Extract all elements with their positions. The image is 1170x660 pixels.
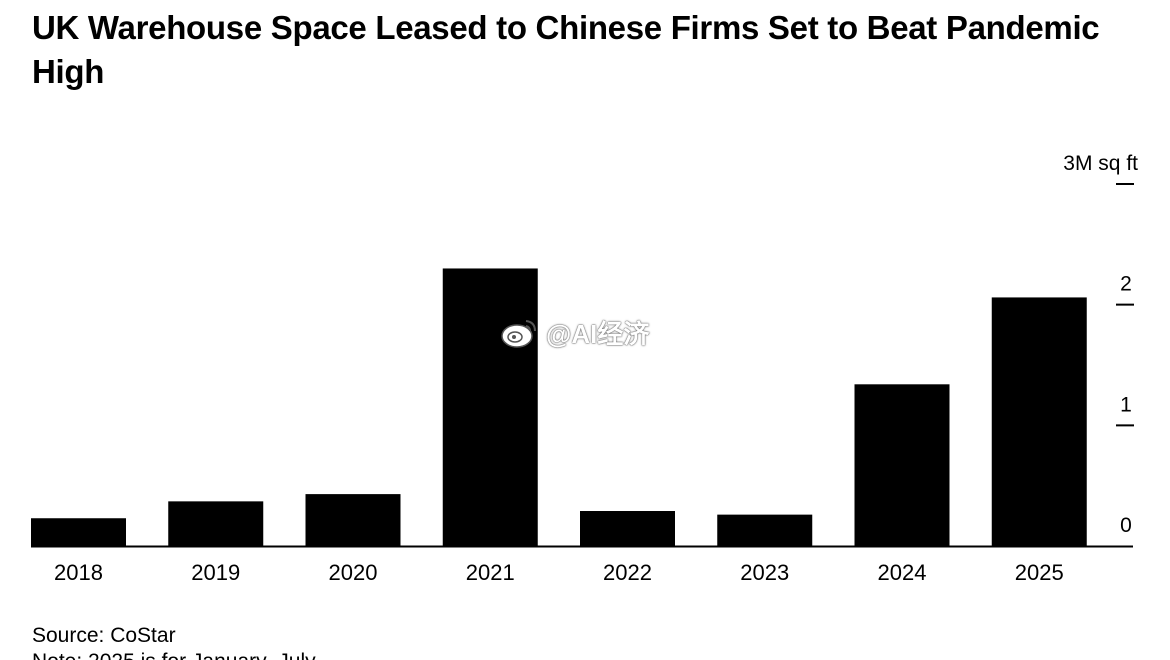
source-note: Source: CoStar xyxy=(32,624,176,647)
x-tick-label-2023: 2023 xyxy=(740,560,789,585)
bar-2024 xyxy=(854,384,950,546)
y-tick-label-0: 0 xyxy=(1120,514,1132,537)
y-tick-label-2: 2 xyxy=(1120,273,1132,296)
bar-2021 xyxy=(442,268,538,546)
bar-2020 xyxy=(305,494,401,546)
x-tick-label-2022: 2022 xyxy=(603,560,652,585)
bar-2025 xyxy=(991,297,1087,546)
bar-2023 xyxy=(717,514,813,546)
bar-2018 xyxy=(31,518,126,546)
x-tick-label-2020: 2020 xyxy=(329,560,378,585)
chart-title: UK Warehouse Space Leased to Chinese Fir… xyxy=(32,9,1100,90)
x-tick-label-2018: 2018 xyxy=(54,560,103,585)
bar-2019 xyxy=(168,501,264,546)
footnote: Note: 2025 is for January–July xyxy=(32,649,316,660)
x-tick-label-2021: 2021 xyxy=(466,560,515,585)
y-tick-label-3: 3M sq ft xyxy=(1063,152,1138,175)
x-tick-label-2019: 2019 xyxy=(191,560,240,585)
y-tick-label-1: 1 xyxy=(1120,393,1132,416)
bar-2022 xyxy=(580,511,675,546)
x-tick-label-2024: 2024 xyxy=(878,560,927,585)
x-tick-label-2025: 2025 xyxy=(1015,560,1064,585)
